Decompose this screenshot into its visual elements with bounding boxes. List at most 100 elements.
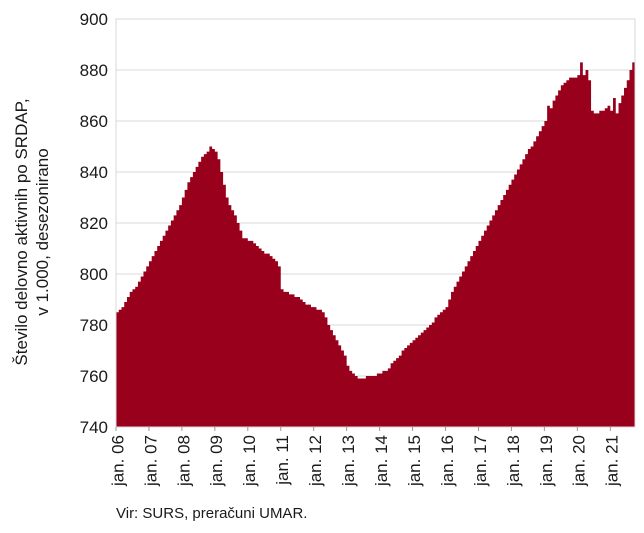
data-bar [610,111,613,427]
data-bar [355,376,358,427]
data-bar [437,315,440,427]
data-bar [432,322,435,427]
data-bar [418,335,421,427]
x-tick-label: jan. 21 [603,435,622,487]
data-bar [459,277,462,427]
data-bar [583,75,586,427]
data-bar [251,241,254,427]
data-bar [388,368,391,427]
source-note: Vir: SURS, preračuni UMAR. [116,505,308,522]
y-tick-label: 860 [80,112,108,131]
data-bar [533,141,536,427]
data-bar [555,96,558,428]
x-axis-ticks: jan. 06 jan. 07 jan. 08 jan. 09 jan. 10 jan. … [108,427,622,487]
data-bar [443,310,446,427]
data-bar [396,358,399,427]
data-bar [421,333,424,427]
data-bar [509,185,512,427]
data-bar [399,356,402,427]
data-bar [327,325,330,427]
data-bar [231,210,234,427]
data-bar [503,195,506,427]
data-bar [360,379,363,427]
data-bar [492,215,495,427]
data-bar [185,190,188,427]
x-tick-label: jan. 14 [372,435,391,487]
data-bar [220,172,223,427]
data-bar [333,335,336,427]
data-bar [514,175,517,427]
data-bar [594,113,597,427]
data-bar [212,149,215,427]
data-bar [531,147,534,428]
data-bar [597,113,600,427]
data-bar [349,371,352,427]
data-bar [325,317,328,427]
data-bar [358,379,361,427]
data-bar [446,307,449,427]
data-bar [308,305,311,427]
y-tick-label: 780 [80,316,108,335]
x-tick-label: jan. 09 [207,435,226,487]
data-bar [448,300,451,428]
data-bar [572,78,575,427]
data-bar [330,330,333,427]
data-bar [341,351,344,428]
data-bar [215,152,218,427]
data-bar [286,292,289,427]
data-bar [484,231,487,427]
data-bar [451,292,454,427]
y-tick-label: 820 [80,214,108,233]
data-bar [580,62,583,427]
data-bar [440,312,443,427]
data-bar [553,101,556,427]
data-bar [289,294,292,427]
y-tick-label: 840 [80,163,108,182]
x-tick-label: jan. 13 [339,435,358,487]
y-axis-title-line1: Število delovno aktivnih po SRDAP, [12,98,31,365]
series-bars [116,62,635,427]
data-bar [473,251,476,427]
x-tick-label: jan. 11 [273,435,292,486]
data-bar [371,376,374,427]
data-bar [124,302,127,427]
data-bar [248,241,251,427]
data-bar [168,226,171,427]
data-bar [520,164,523,427]
y-tick-label: 760 [80,367,108,386]
data-bar [270,256,273,427]
x-tick-label: jan. 19 [537,435,556,487]
data-bar [616,113,619,427]
data-bar [347,366,350,427]
data-bar [613,98,616,427]
data-bar [292,294,295,427]
x-tick-label: jan. 17 [471,435,490,487]
data-bar [627,80,630,427]
data-bar [157,246,160,427]
data-bar [619,103,622,427]
data-bar [179,205,182,427]
data-bar [402,351,405,428]
data-bar [374,376,377,427]
data-bar [242,238,245,427]
data-bar [404,348,407,427]
data-bar [176,210,179,427]
x-tick-label: jan. 16 [438,435,457,487]
data-bar [174,215,177,427]
data-bar [141,277,144,427]
data-bar [352,373,355,427]
data-bar [240,231,243,427]
data-bar [193,172,196,427]
data-bar [165,231,168,427]
data-bar [253,243,256,427]
data-bar [229,205,232,427]
data-bar [204,154,207,427]
data-bar [363,379,366,427]
data-bar [588,80,591,427]
x-tick-label: jan. 07 [141,435,160,487]
data-bar [577,75,580,427]
data-bar [130,292,133,427]
data-bar [426,328,429,427]
data-bar [316,310,319,427]
data-bar [454,287,457,427]
